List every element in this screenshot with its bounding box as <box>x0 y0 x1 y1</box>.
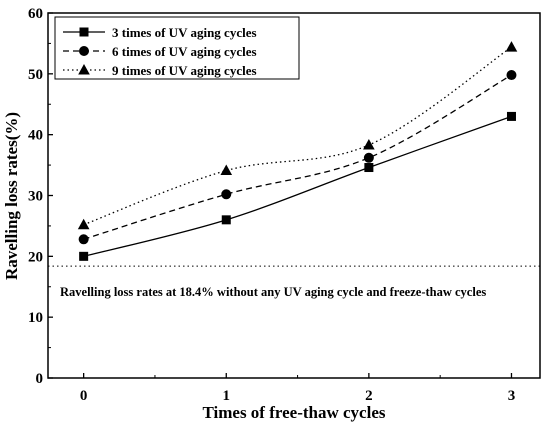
y-tick-label: 40 <box>28 128 43 144</box>
data-point-series-2 <box>221 189 232 200</box>
x-tick-label: 3 <box>508 388 516 404</box>
y-tick-label: 10 <box>28 310 43 326</box>
legend-marker-1 <box>79 27 89 37</box>
data-point-series-3 <box>363 139 375 150</box>
x-axis-title: Times of free-thaw cycles <box>202 403 385 422</box>
data-point-series-2 <box>506 70 517 81</box>
y-tick-label: 0 <box>36 371 44 387</box>
data-point-series-1 <box>221 215 231 225</box>
series-layer <box>77 41 518 261</box>
data-point-series-3 <box>220 164 233 176</box>
series-line-3 <box>83 46 512 226</box>
data-point-series-2 <box>78 234 89 245</box>
axis-ticks: 0 10 20 30 40 50 60 0 1 2 3 <box>28 6 515 404</box>
data-point-series-1 <box>79 251 89 261</box>
data-point-series-3 <box>505 41 518 52</box>
y-axis-title: Ravelling loss rates(%) <box>2 112 21 280</box>
y-tick-label: 50 <box>28 67 43 83</box>
y-tick-label: 60 <box>28 6 43 22</box>
x-tick-label: 0 <box>80 388 88 404</box>
data-point-series-3 <box>77 218 90 230</box>
annotation-text: Ravelling loss rates at 18.4% without an… <box>60 285 486 299</box>
series-line-1 <box>83 115 512 257</box>
y-tick-label: 30 <box>28 189 43 205</box>
data-point-series-1 <box>364 163 374 173</box>
legend-marker-2 <box>79 46 89 56</box>
data-point-series-2 <box>363 152 374 163</box>
x-tick-label: 1 <box>223 388 231 404</box>
legend-marker-3 <box>78 64 90 75</box>
legend-label-2: 6 times of UV aging cycles <box>112 44 257 59</box>
series-line-2 <box>83 74 512 240</box>
legend-box <box>54 16 300 80</box>
legend-label-3: 9 times of UV aging cycles <box>112 63 257 78</box>
legend: 3 times of UV aging cycles 6 times of UV … <box>54 16 300 80</box>
legend-label-1: 3 times of UV aging cycles <box>112 25 257 40</box>
y-tick-label: 20 <box>28 249 43 265</box>
data-point-series-1 <box>506 111 516 121</box>
x-tick-label: 2 <box>365 388 373 404</box>
